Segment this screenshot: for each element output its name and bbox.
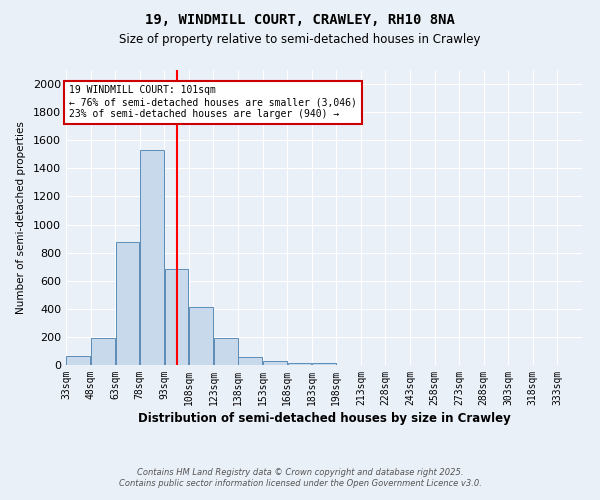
Bar xyxy=(312,363,336,365)
Y-axis label: Number of semi-detached properties: Number of semi-detached properties xyxy=(16,121,26,314)
Bar xyxy=(67,356,90,365)
Bar xyxy=(263,361,287,365)
Bar xyxy=(140,150,164,365)
Text: Size of property relative to semi-detached houses in Crawley: Size of property relative to semi-detach… xyxy=(119,32,481,46)
Bar xyxy=(91,338,115,365)
Text: Contains HM Land Registry data © Crown copyright and database right 2025.
Contai: Contains HM Land Registry data © Crown c… xyxy=(119,468,481,487)
Text: 19, WINDMILL COURT, CRAWLEY, RH10 8NA: 19, WINDMILL COURT, CRAWLEY, RH10 8NA xyxy=(145,12,455,26)
Text: 19 WINDMILL COURT: 101sqm
← 76% of semi-detached houses are smaller (3,046)
23% : 19 WINDMILL COURT: 101sqm ← 76% of semi-… xyxy=(69,86,357,118)
Bar xyxy=(238,356,262,365)
Bar xyxy=(214,338,238,365)
Bar xyxy=(116,242,139,365)
Bar xyxy=(287,363,311,365)
Bar xyxy=(164,269,188,365)
Bar xyxy=(189,306,213,365)
X-axis label: Distribution of semi-detached houses by size in Crawley: Distribution of semi-detached houses by … xyxy=(137,412,511,425)
